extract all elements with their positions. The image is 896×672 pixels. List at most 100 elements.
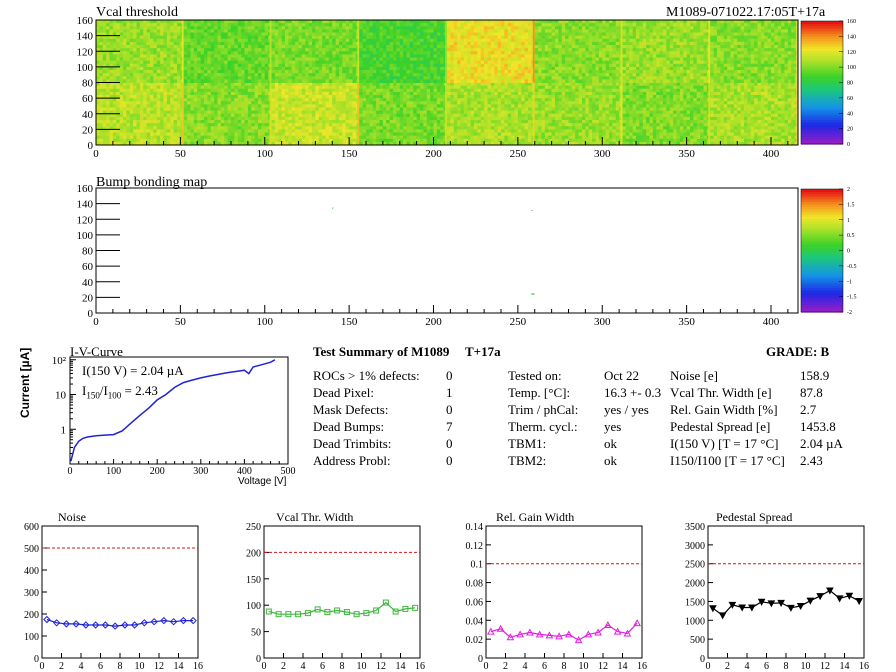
- heatmap-cell: [737, 95, 742, 99]
- heatmap-cell: [274, 110, 279, 115]
- heatmap-cell: [774, 113, 779, 118]
- heatmap-cell: [430, 126, 435, 130]
- heatmap-cell: [582, 85, 586, 90]
- heatmap-cell: [274, 98, 279, 102]
- heatmap-cell: [170, 35, 175, 40]
- heatmap-cell: [163, 35, 168, 40]
- heatmap-cell: [170, 141, 175, 146]
- heatmap-cell: [372, 101, 377, 105]
- heatmap-cell: [312, 107, 316, 112]
- heatmap-cell: [757, 104, 762, 109]
- heatmap-cell: [224, 88, 229, 93]
- heatmap-cell: [116, 91, 121, 96]
- heatmap-cell: [592, 104, 597, 109]
- heatmap-cell: [177, 38, 181, 43]
- heatmap-cell: [740, 107, 745, 112]
- heatmap-cell: [227, 95, 232, 99]
- heatmap-cell: [673, 85, 678, 90]
- heatmap-cell: [744, 107, 748, 112]
- heatmap-cell: [393, 123, 397, 127]
- heatmap-cell: [136, 85, 141, 90]
- heatmap-cell: [136, 66, 141, 71]
- heatmap-cell: [342, 129, 347, 134]
- heatmap-cell: [430, 135, 435, 140]
- heatmap-cell: [784, 107, 789, 112]
- heatmap-cell: [224, 57, 229, 62]
- heatmap-cell: [193, 113, 198, 118]
- heatmap-cell: [119, 98, 124, 102]
- heatmap-cell: [382, 101, 387, 105]
- heatmap-cell: [173, 123, 178, 127]
- heatmap-cell: [126, 85, 131, 90]
- heatmap-cell: [150, 135, 154, 140]
- heatmap-cell: [187, 60, 192, 65]
- heatmap-cell: [217, 132, 222, 137]
- heatmap-cell: [210, 45, 215, 49]
- heatmap-cell: [730, 98, 735, 102]
- heatmap-cell: [278, 129, 283, 134]
- heatmap-cell: [730, 123, 735, 127]
- heatmap-cell: [666, 95, 671, 99]
- heatmap-cell: [197, 35, 202, 40]
- heatmap-cell: [389, 88, 394, 93]
- heatmap-cell: [389, 85, 394, 90]
- heatmap-cell: [190, 98, 195, 102]
- heatmap-cell: [727, 113, 732, 118]
- heatmap-cell: [713, 82, 718, 87]
- heatmap-cell: [703, 104, 708, 109]
- heatmap-cell: [220, 85, 225, 90]
- heatmap-cell: [251, 104, 256, 109]
- heatmap-cell: [102, 79, 107, 84]
- heatmap-cell: [163, 60, 168, 65]
- heatmap-cell: [295, 91, 300, 96]
- heatmap-cell: [345, 132, 350, 137]
- heatmap-cell: [291, 82, 296, 87]
- heatmap-cell: [139, 48, 144, 52]
- heatmap-cell: [467, 110, 472, 115]
- heatmap-cell: [197, 135, 202, 140]
- heatmap-cell: [254, 141, 259, 146]
- heatmap-cell: [170, 138, 175, 143]
- heatmap-cell: [177, 123, 181, 127]
- heatmap-cell: [305, 113, 310, 118]
- heatmap-cell: [693, 98, 698, 102]
- heatmap-cell: [413, 91, 418, 96]
- heatmap-cell: [231, 38, 235, 43]
- heatmap-cell: [558, 98, 563, 102]
- heatmap-cell: [237, 116, 242, 121]
- heatmap-cell: [497, 91, 502, 96]
- heatmap-cell: [673, 107, 678, 112]
- heatmap-cell: [585, 85, 590, 90]
- heatmap-cell: [565, 91, 570, 96]
- heatmap-cell: [467, 113, 472, 118]
- heatmap-cell: [264, 126, 269, 130]
- heatmap-cell: [436, 98, 441, 102]
- heatmap-cell: [193, 82, 198, 87]
- heatmap-cell: [247, 85, 252, 90]
- heatmap-cell: [197, 85, 202, 90]
- heatmap-cell: [632, 138, 637, 143]
- heatmap-cell: [291, 88, 296, 93]
- heatmap-cell: [382, 91, 387, 96]
- heatmap-cell: [153, 141, 158, 146]
- heatmap-cell: [274, 116, 279, 121]
- heatmap-cell: [723, 88, 728, 93]
- heatmap-cell: [413, 85, 418, 90]
- heatmap-cell: [494, 107, 499, 112]
- heatmap-cell: [123, 26, 127, 30]
- heatmap-cell: [690, 104, 694, 109]
- heatmap-cell: [551, 107, 556, 112]
- heatmap-cell: [366, 88, 370, 93]
- heatmap-cell: [436, 135, 441, 140]
- heatmap-cell: [555, 135, 559, 140]
- heatmap-cell: [301, 141, 306, 146]
- heatmap-cell: [528, 113, 532, 118]
- heatmap-cell: [244, 82, 249, 87]
- heatmap-cell: [409, 113, 414, 118]
- heatmap-cell: [396, 91, 401, 96]
- heatmap-cell: [285, 85, 289, 90]
- heatmap-cell: [710, 82, 715, 87]
- heatmap-cell: [629, 129, 634, 134]
- heatmap-cell: [781, 129, 786, 134]
- heatmap-cell: [396, 141, 401, 146]
